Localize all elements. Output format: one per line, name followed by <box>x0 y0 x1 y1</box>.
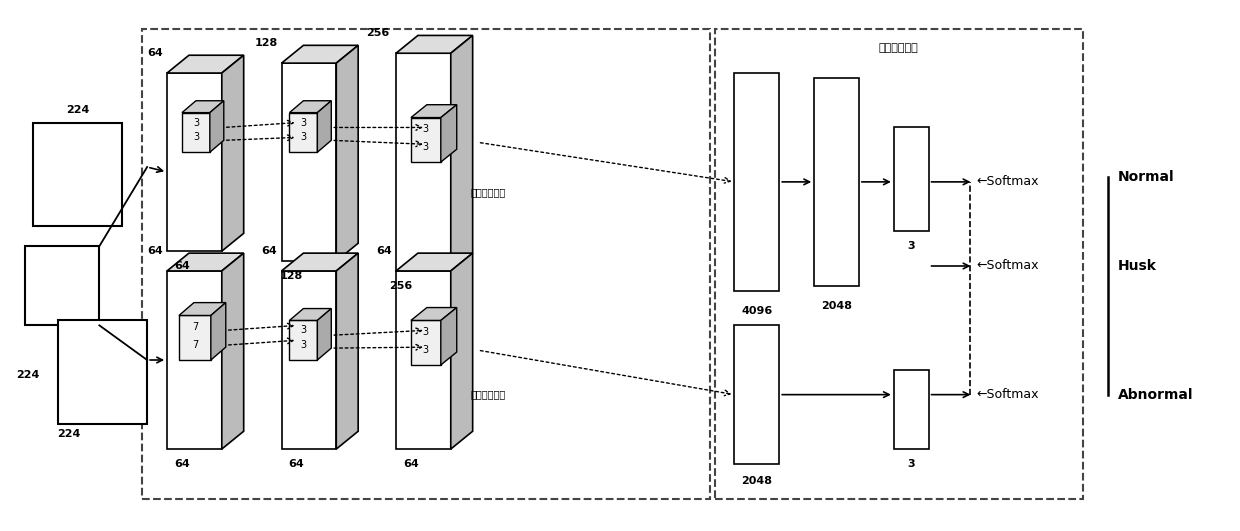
Polygon shape <box>222 253 244 449</box>
Polygon shape <box>179 303 226 315</box>
Polygon shape <box>410 307 456 320</box>
Text: 3: 3 <box>423 142 429 152</box>
Polygon shape <box>222 55 244 251</box>
Polygon shape <box>440 105 456 162</box>
Polygon shape <box>289 320 317 360</box>
Polygon shape <box>451 253 472 449</box>
Polygon shape <box>336 45 358 261</box>
Polygon shape <box>289 309 331 320</box>
Polygon shape <box>167 253 244 271</box>
Text: Husk: Husk <box>1117 259 1157 273</box>
Text: 64: 64 <box>376 246 392 256</box>
Polygon shape <box>167 73 222 251</box>
Text: 3: 3 <box>423 124 429 134</box>
Text: 3: 3 <box>908 459 915 469</box>
Polygon shape <box>179 315 211 360</box>
Bar <box>714 29 1083 499</box>
Bar <box>734 326 779 464</box>
Polygon shape <box>281 63 336 261</box>
Text: 256: 256 <box>389 281 413 291</box>
Text: 3: 3 <box>423 327 429 337</box>
Polygon shape <box>289 113 317 152</box>
Polygon shape <box>317 101 331 152</box>
Text: 64: 64 <box>174 261 190 271</box>
Text: 224: 224 <box>57 429 81 439</box>
Text: 2048: 2048 <box>821 301 852 311</box>
Polygon shape <box>182 113 210 152</box>
Text: Abnormal: Abnormal <box>1117 388 1193 401</box>
Polygon shape <box>281 253 358 271</box>
Polygon shape <box>336 253 358 449</box>
Text: ←Softmax: ←Softmax <box>976 260 1039 272</box>
Text: 7: 7 <box>192 322 198 332</box>
Text: 64: 64 <box>403 459 419 469</box>
Bar <box>815 78 859 286</box>
Text: 64: 64 <box>148 48 162 58</box>
Bar <box>57 320 148 424</box>
Polygon shape <box>281 271 336 449</box>
Text: 第二支路模型: 第二支路模型 <box>471 390 506 400</box>
Polygon shape <box>396 36 472 53</box>
Polygon shape <box>281 45 358 63</box>
Text: 64: 64 <box>289 459 304 469</box>
Polygon shape <box>211 303 226 360</box>
Text: Normal: Normal <box>1117 170 1174 184</box>
Polygon shape <box>167 55 244 73</box>
Text: 224: 224 <box>66 105 89 115</box>
Text: ←Softmax: ←Softmax <box>976 388 1039 401</box>
Polygon shape <box>396 53 451 271</box>
Text: 64: 64 <box>148 246 162 256</box>
Text: ←Softmax: ←Softmax <box>976 175 1039 189</box>
Text: 3: 3 <box>300 132 306 142</box>
Text: 64: 64 <box>174 459 190 469</box>
Polygon shape <box>289 101 331 113</box>
Polygon shape <box>410 105 456 117</box>
Text: 3: 3 <box>300 117 306 127</box>
Text: 3: 3 <box>300 340 306 350</box>
Bar <box>25 246 99 326</box>
Polygon shape <box>396 271 451 449</box>
Text: 128: 128 <box>255 38 278 48</box>
Polygon shape <box>410 117 440 162</box>
Bar <box>894 127 929 232</box>
Text: 3: 3 <box>300 326 306 335</box>
Polygon shape <box>451 36 472 271</box>
Text: 7: 7 <box>192 340 198 350</box>
Text: 224: 224 <box>16 370 40 380</box>
Text: 3: 3 <box>423 345 429 355</box>
Polygon shape <box>317 309 331 360</box>
Polygon shape <box>410 320 440 365</box>
Text: 3: 3 <box>908 241 915 251</box>
Polygon shape <box>396 253 472 271</box>
Bar <box>143 29 709 499</box>
Text: 3: 3 <box>193 132 198 142</box>
Text: 2048: 2048 <box>742 476 773 486</box>
Polygon shape <box>167 271 222 449</box>
Text: 第一支路模型: 第一支路模型 <box>471 187 506 197</box>
Polygon shape <box>440 307 456 365</box>
Text: 256: 256 <box>367 29 389 38</box>
Text: 64: 64 <box>262 246 278 256</box>
Text: 4096: 4096 <box>742 305 773 315</box>
Text: 3: 3 <box>193 117 198 127</box>
Text: 128: 128 <box>280 271 303 281</box>
Bar <box>734 73 779 291</box>
Polygon shape <box>210 101 223 152</box>
Bar <box>894 370 929 449</box>
Text: 融合分类模型: 融合分类模型 <box>879 44 919 53</box>
Polygon shape <box>182 101 223 113</box>
Bar <box>32 123 123 226</box>
